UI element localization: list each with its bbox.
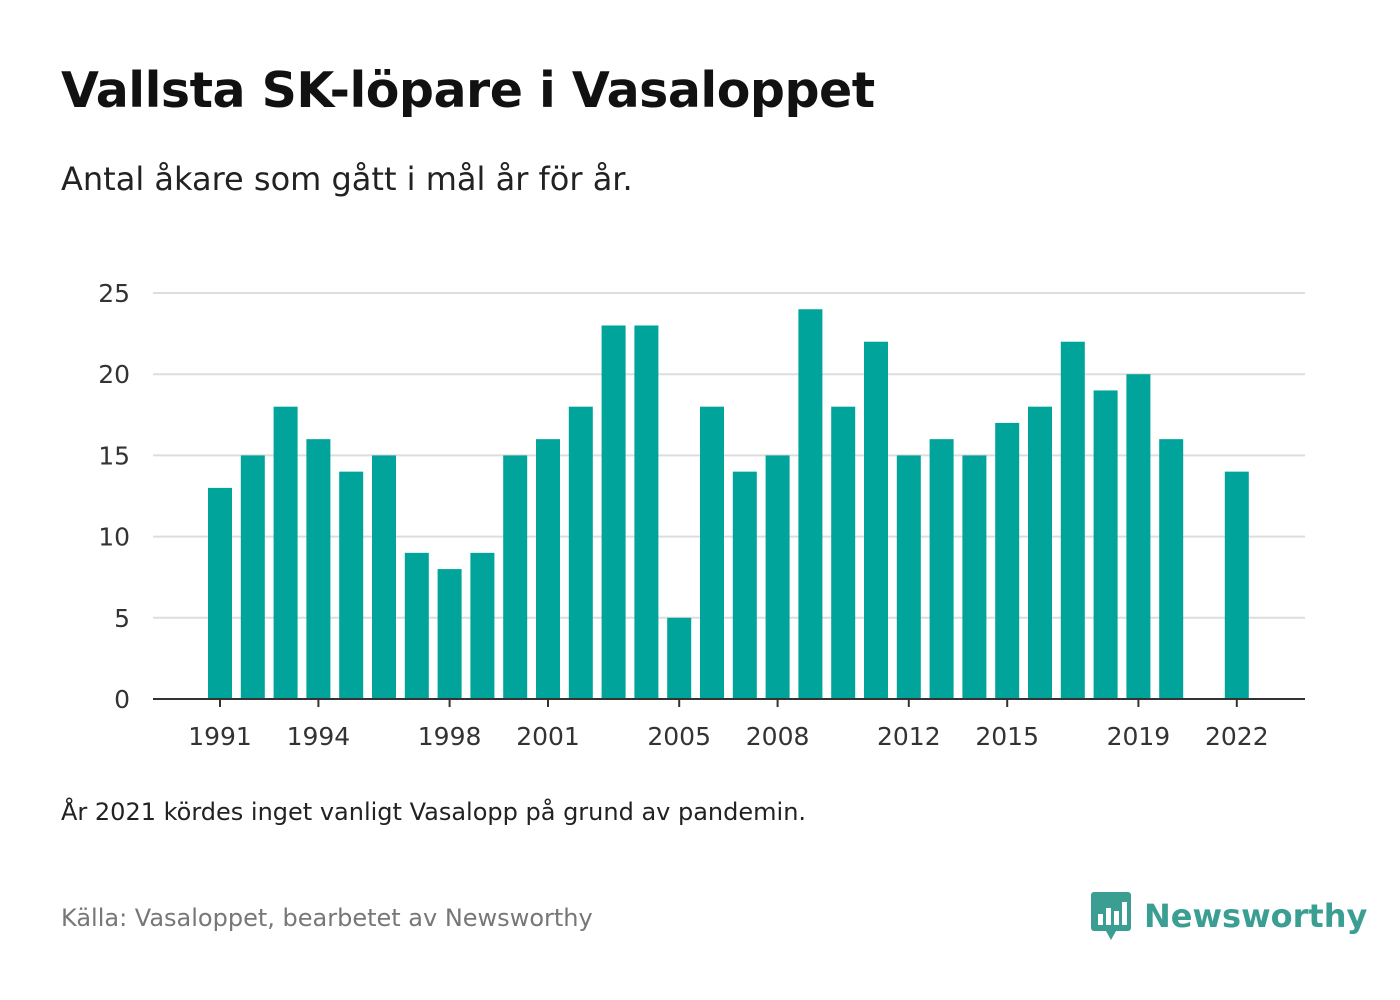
y-tick-label: 20 <box>98 360 130 389</box>
bar-2003 <box>601 325 626 699</box>
bar-2000 <box>503 455 528 699</box>
bar-2020 <box>1159 439 1184 699</box>
bar-2004 <box>634 325 659 699</box>
bar-1991 <box>208 487 232 699</box>
chart-footnote: År 2021 kördes inget vanligt Vasalopp på… <box>61 798 807 826</box>
x-tick-label: 2022 <box>1205 722 1269 751</box>
bar-2018 <box>1093 390 1118 699</box>
bar-2016 <box>1028 406 1052 699</box>
x-tick-label: 2019 <box>1107 722 1171 751</box>
x-tick-label: 1991 <box>188 722 252 751</box>
bar-1998 <box>437 569 462 699</box>
bar-1992 <box>240 455 265 699</box>
y-tick-label: 15 <box>98 441 130 470</box>
x-tick-label: 2008 <box>746 722 810 751</box>
bar-2002 <box>568 406 593 699</box>
bar-2001 <box>536 439 560 699</box>
bar-2009 <box>798 309 823 699</box>
x-tick-label: 2012 <box>877 722 941 751</box>
bar-1997 <box>404 552 429 699</box>
bar-chart: 0 5 10 15 20 25 1991 1994 1998 2001 2005 2008 2012 2… <box>98 279 1305 751</box>
bar-2010 <box>831 406 856 699</box>
bar-2015 <box>995 422 1020 699</box>
bar-1999 <box>470 552 495 699</box>
x-tick-label: 2015 <box>975 722 1039 751</box>
x-tick-label: 1994 <box>287 722 351 751</box>
y-tick-label: 0 <box>114 685 130 714</box>
x-axis-ticks: 1991 1994 1998 2001 2005 2008 2012 2015 2019 2022 <box>188 699 1269 751</box>
chart-title: Vallsta SK-löpare i Vasaloppet <box>61 62 875 119</box>
bar-2008 <box>765 455 790 699</box>
bar-1995 <box>339 471 364 699</box>
bar-2022 <box>1224 471 1249 699</box>
x-tick-label: 2001 <box>516 722 580 751</box>
bar-2012 <box>896 455 921 699</box>
bar-1993 <box>273 406 298 699</box>
bar-2019 <box>1126 374 1151 699</box>
bars <box>208 309 1249 699</box>
x-tick-label: 1998 <box>418 722 482 751</box>
bar-2005 <box>667 617 692 699</box>
bar-2007 <box>732 471 757 699</box>
bar-1994 <box>306 439 331 699</box>
bar-2014 <box>962 455 987 699</box>
bar-2006 <box>700 406 724 699</box>
bar-2011 <box>864 341 888 699</box>
source-credit: Källa: Vasaloppet, bearbetet av Newswort… <box>61 904 593 932</box>
newsworthy-logo: Newsworthy <box>1090 890 1367 942</box>
y-tick-label: 25 <box>98 279 130 308</box>
newsworthy-logo-icon <box>1091 892 1131 940</box>
bar-1996 <box>372 455 396 699</box>
bar-2017 <box>1060 341 1085 699</box>
bar-2013 <box>929 439 954 699</box>
y-axis-ticks: 0 5 10 15 20 25 <box>98 279 130 714</box>
chart-subtitle: Antal åkare som gått i mål år för år. <box>61 160 633 198</box>
newsworthy-logo-text: Newsworthy <box>1144 897 1368 935</box>
y-tick-label: 10 <box>98 523 130 552</box>
y-tick-label: 5 <box>114 604 130 633</box>
x-tick-label: 2005 <box>647 722 711 751</box>
